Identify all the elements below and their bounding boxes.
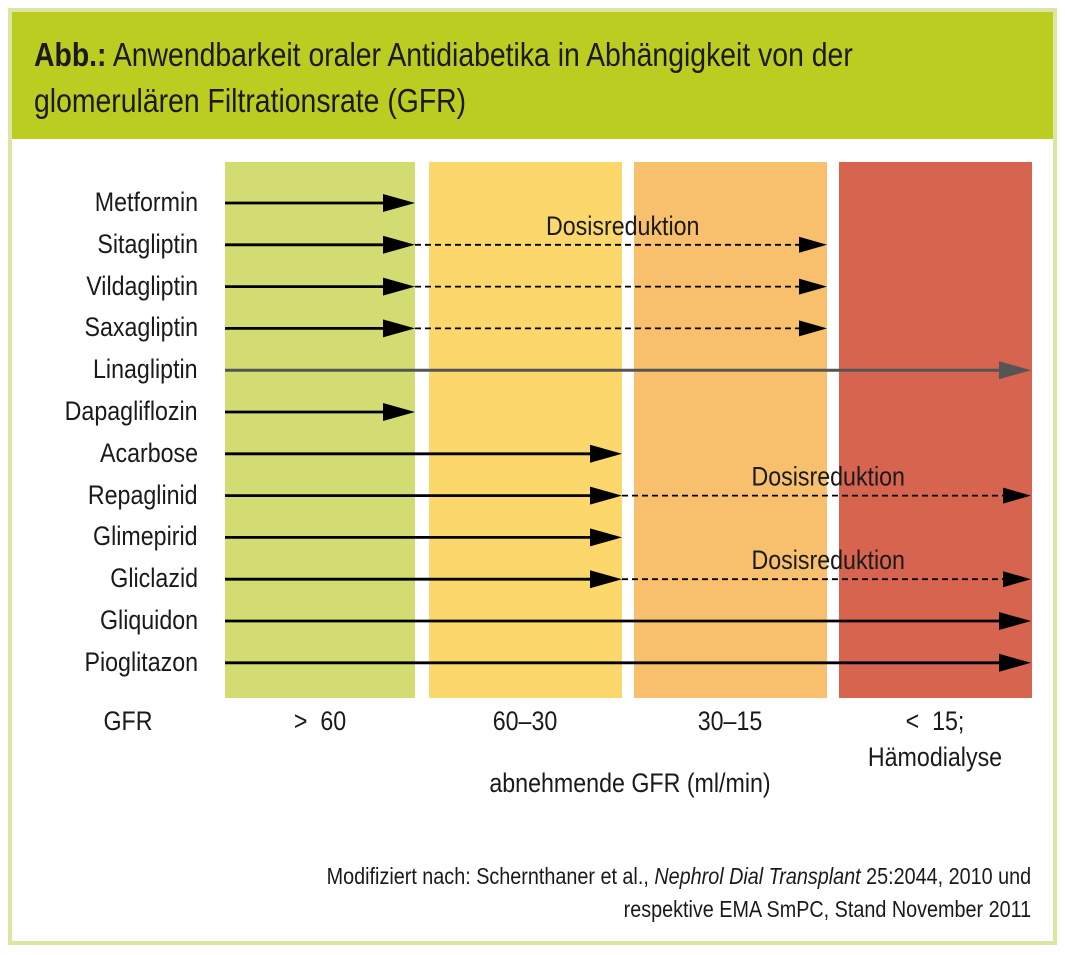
- title-prefix: Abb.:: [34, 36, 107, 73]
- arrowhead-dapagliflozin: [383, 403, 415, 421]
- arrowhead-sitagliptin: [383, 235, 415, 254]
- drug-label-pioglitazon: Pioglitazon: [84, 646, 198, 677]
- dose-reduction-label-repaglinid: Dosisreduktion: [751, 462, 905, 492]
- drug-label-gliclazid: Gliclazid: [110, 563, 198, 594]
- dose-reduction-arrowhead-sitagliptin: [799, 236, 827, 253]
- title-line2: glomerulären Filtrationsrate (GFR): [34, 82, 467, 119]
- zone-label-gt60: > 60: [293, 706, 347, 736]
- arrowhead-saxagliptin: [383, 319, 415, 338]
- source-journal: Nephrol Dial Transplant: [654, 863, 861, 889]
- dose-reduction-arrowhead-vildagliptin: [799, 278, 827, 295]
- zone-lt15: [839, 162, 1032, 698]
- drug-label-gliquidon: Gliquidon: [99, 605, 198, 635]
- dose-reduction-label-sitagliptin: Dosisreduktion: [546, 211, 700, 241]
- drug-label-linagliptin: Linagliptin: [93, 354, 198, 385]
- drug-label-repaglinid: Repaglinid: [88, 479, 198, 510]
- dose-reduction-label-gliclazid: Dosisreduktion: [751, 546, 905, 576]
- drug-label-metformin: Metformin: [94, 187, 198, 217]
- arrowhead-repaglinid: [590, 486, 622, 505]
- source-text-a: Modifiziert nach: Schernthaner et al.,: [326, 863, 655, 889]
- drug-label-sitagliptin: Sitagliptin: [97, 228, 198, 259]
- source-line2: respektive EMA SmPC, Stand November 2011: [623, 896, 1031, 922]
- arrowhead-acarbose: [590, 444, 622, 463]
- title-line1: Anwendbarkeit oraler Antidiabetika in Ab…: [106, 36, 853, 73]
- figure-title: Abb.: Anwendbarkeit oraler Antidiabetika…: [34, 32, 894, 124]
- dose-reduction-arrowhead-gliclazid: [1003, 571, 1031, 588]
- zone-60-30: [429, 162, 622, 698]
- arrowhead-vildagliptin: [383, 277, 415, 296]
- zone-label-haemodialysis: Hämodialyse: [867, 742, 1003, 772]
- zone-label-lt15: < 15;: [905, 706, 965, 736]
- source-text-b: 25:2044, 2010 und: [860, 863, 1031, 889]
- drug-label-glimepirid: Glimepirid: [93, 521, 198, 552]
- drug-label-dapagliflozin: Dapagliflozin: [65, 396, 198, 426]
- drug-label-saxagliptin: Saxagliptin: [84, 312, 198, 343]
- drug-label-vildagliptin: Vildagliptin: [86, 270, 198, 301]
- arrowhead-pioglitazon: [999, 653, 1031, 672]
- figure-header: Abb.: Anwendbarkeit oraler Antidiabetika…: [12, 12, 1053, 139]
- zone-label-60-30: 60–30: [492, 706, 558, 736]
- arrowhead-glimepirid: [590, 528, 622, 547]
- axis-caption: abnehmende GFR (ml/min): [489, 768, 771, 798]
- zone-30-15: [634, 162, 827, 698]
- source-note: Modifiziert nach: Schernthaner et al., N…: [327, 860, 1031, 926]
- arrowhead-linagliptin: [999, 361, 1031, 380]
- dose-reduction-arrowhead-saxagliptin: [799, 320, 827, 337]
- gfr-label: GFR: [103, 706, 153, 736]
- arrowhead-gliquidon: [999, 612, 1031, 630]
- dose-reduction-arrowhead-repaglinid: [1003, 487, 1031, 504]
- drug-label-acarbose: Acarbose: [99, 437, 198, 468]
- arrowhead-metformin: [383, 194, 415, 212]
- arrowhead-gliclazid: [590, 570, 622, 589]
- zone-label-30-15: 30–15: [697, 706, 763, 736]
